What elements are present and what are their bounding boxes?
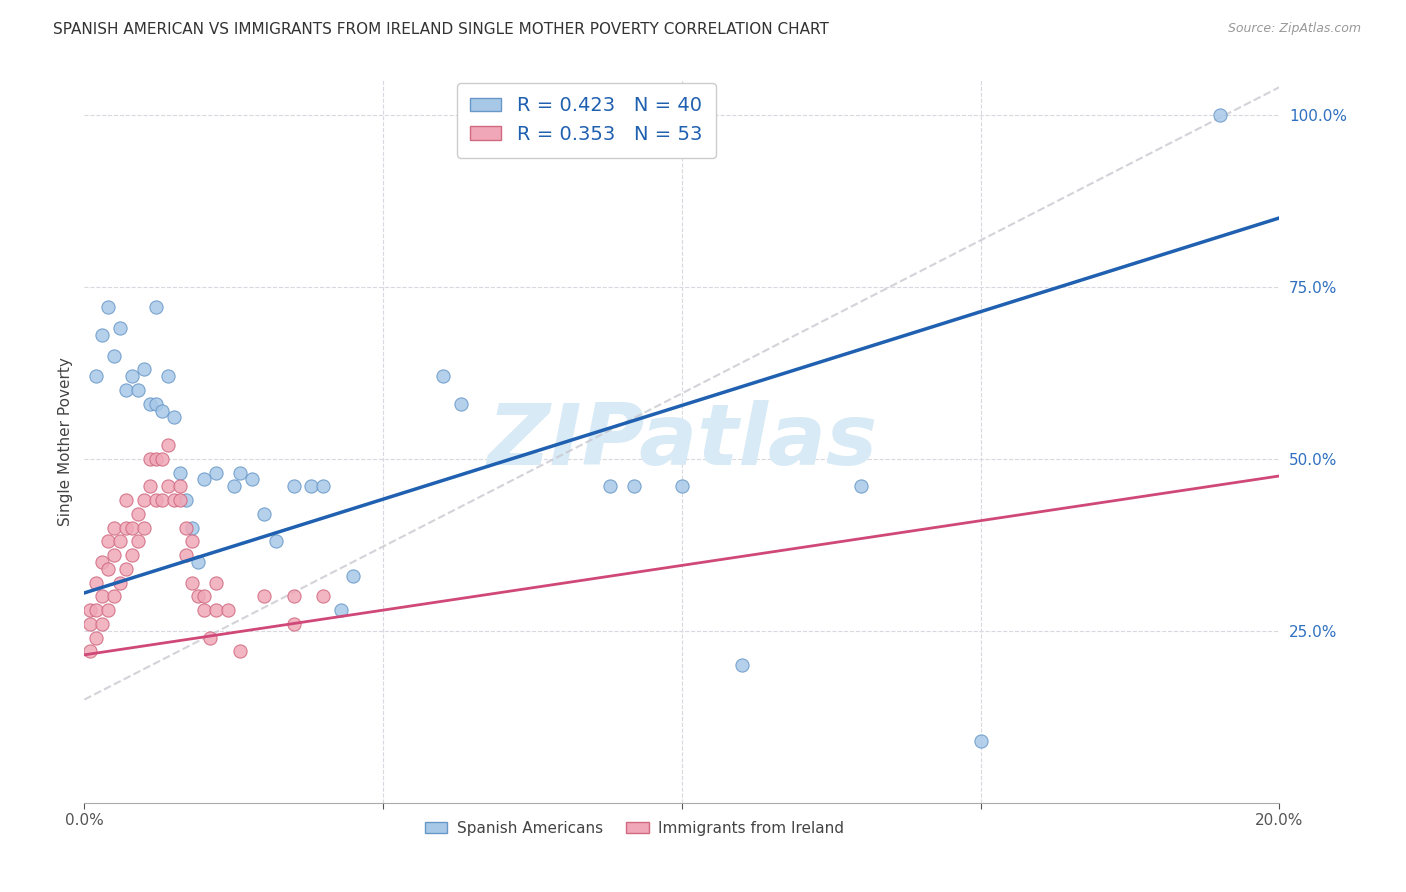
Point bbox=[115, 383, 138, 397]
Point bbox=[91, 616, 114, 631]
Point bbox=[283, 616, 305, 631]
Point bbox=[145, 493, 167, 508]
Point bbox=[121, 369, 143, 384]
Point bbox=[132, 362, 156, 376]
Point bbox=[103, 349, 125, 363]
Point bbox=[174, 520, 197, 534]
Point bbox=[193, 472, 215, 486]
Point bbox=[145, 301, 167, 315]
Point bbox=[157, 438, 180, 452]
Point bbox=[127, 383, 149, 397]
Point bbox=[139, 397, 162, 411]
Point bbox=[150, 451, 173, 466]
Point bbox=[157, 369, 180, 384]
Point bbox=[103, 548, 125, 562]
Point bbox=[97, 301, 120, 315]
Point bbox=[228, 644, 252, 658]
Point bbox=[79, 644, 101, 658]
Point bbox=[110, 534, 132, 549]
Point bbox=[253, 590, 276, 604]
Point bbox=[731, 658, 754, 673]
Point bbox=[169, 466, 191, 480]
Point bbox=[283, 479, 305, 493]
Point bbox=[187, 555, 209, 569]
Point bbox=[132, 520, 156, 534]
Point bbox=[79, 603, 101, 617]
Point bbox=[205, 603, 228, 617]
Point bbox=[312, 479, 335, 493]
Point bbox=[115, 562, 138, 576]
Point bbox=[181, 575, 204, 590]
Point bbox=[193, 590, 215, 604]
Point bbox=[110, 321, 132, 335]
Text: ZIPatlas: ZIPatlas bbox=[486, 400, 877, 483]
Point bbox=[623, 479, 645, 493]
Point bbox=[115, 520, 138, 534]
Point bbox=[86, 603, 108, 617]
Point bbox=[86, 369, 108, 384]
Legend: Spanish Americans, Immigrants from Ireland: Spanish Americans, Immigrants from Irela… bbox=[419, 815, 849, 842]
Point bbox=[432, 369, 454, 384]
Point bbox=[240, 472, 263, 486]
Point bbox=[253, 507, 276, 521]
Point bbox=[228, 466, 252, 480]
Y-axis label: Single Mother Poverty: Single Mother Poverty bbox=[58, 357, 73, 526]
Point bbox=[450, 397, 472, 411]
Point bbox=[145, 397, 167, 411]
Point bbox=[217, 603, 239, 617]
Point bbox=[174, 548, 197, 562]
Point bbox=[150, 493, 173, 508]
Point bbox=[187, 590, 209, 604]
Point bbox=[181, 534, 204, 549]
Point bbox=[222, 479, 245, 493]
Point bbox=[86, 631, 108, 645]
Text: Source: ZipAtlas.com: Source: ZipAtlas.com bbox=[1227, 22, 1361, 36]
Point bbox=[97, 562, 120, 576]
Point bbox=[193, 603, 215, 617]
Point bbox=[599, 479, 621, 493]
Point bbox=[127, 507, 149, 521]
Point bbox=[91, 327, 114, 342]
Point bbox=[103, 590, 125, 604]
Point bbox=[79, 616, 101, 631]
Point bbox=[97, 603, 120, 617]
Point bbox=[91, 590, 114, 604]
Point bbox=[181, 520, 204, 534]
Point bbox=[132, 493, 156, 508]
Point bbox=[198, 631, 221, 645]
Point bbox=[139, 451, 162, 466]
Point bbox=[163, 493, 186, 508]
Point bbox=[145, 451, 167, 466]
Point bbox=[330, 603, 353, 617]
Point bbox=[157, 479, 180, 493]
Point bbox=[127, 534, 149, 549]
Point bbox=[121, 548, 143, 562]
Point bbox=[264, 534, 287, 549]
Point bbox=[205, 466, 228, 480]
Point bbox=[312, 590, 335, 604]
Text: SPANISH AMERICAN VS IMMIGRANTS FROM IRELAND SINGLE MOTHER POVERTY CORRELATION CH: SPANISH AMERICAN VS IMMIGRANTS FROM IREL… bbox=[53, 22, 830, 37]
Point bbox=[139, 479, 162, 493]
Point bbox=[163, 410, 186, 425]
Point bbox=[103, 520, 125, 534]
Point bbox=[150, 403, 173, 417]
Point bbox=[91, 555, 114, 569]
Point bbox=[110, 575, 132, 590]
Point bbox=[86, 575, 108, 590]
Point bbox=[342, 568, 364, 582]
Point bbox=[970, 734, 993, 748]
Point bbox=[283, 590, 305, 604]
Point bbox=[671, 479, 693, 493]
Point bbox=[169, 493, 191, 508]
Point bbox=[205, 575, 228, 590]
Point bbox=[851, 479, 873, 493]
Point bbox=[169, 479, 191, 493]
Point bbox=[121, 520, 143, 534]
Point bbox=[115, 493, 138, 508]
Point bbox=[97, 534, 120, 549]
Point bbox=[174, 493, 197, 508]
Point bbox=[1209, 108, 1232, 122]
Point bbox=[301, 479, 323, 493]
